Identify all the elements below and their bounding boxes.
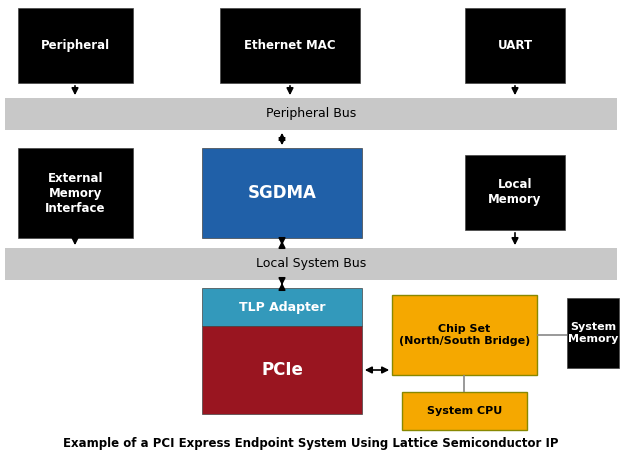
Text: System CPU: System CPU xyxy=(427,406,502,416)
Bar xyxy=(202,326,362,414)
Bar xyxy=(465,155,565,230)
Text: Peripheral: Peripheral xyxy=(41,39,110,52)
Bar xyxy=(465,8,565,83)
Text: UART: UART xyxy=(497,39,533,52)
Text: TLP Adapter: TLP Adapter xyxy=(239,300,325,313)
Bar xyxy=(567,298,619,368)
Bar xyxy=(402,392,527,430)
Bar xyxy=(202,148,362,238)
Text: Peripheral Bus: Peripheral Bus xyxy=(266,107,356,120)
Text: SGDMA: SGDMA xyxy=(247,184,316,202)
Bar xyxy=(220,8,360,83)
Bar xyxy=(392,295,537,375)
Bar xyxy=(18,148,133,238)
Bar xyxy=(18,8,133,83)
Text: Example of a PCI Express Endpoint System Using Lattice Semiconductor IP: Example of a PCI Express Endpoint System… xyxy=(64,437,559,450)
Text: PCIe: PCIe xyxy=(261,361,303,379)
Bar xyxy=(202,288,362,326)
Bar xyxy=(5,248,617,280)
Text: Local
Memory: Local Memory xyxy=(488,179,541,206)
Text: External
Memory
Interface: External Memory Interface xyxy=(45,171,106,214)
Text: Ethernet MAC: Ethernet MAC xyxy=(244,39,336,52)
Bar xyxy=(5,98,617,130)
Text: Local System Bus: Local System Bus xyxy=(256,257,366,270)
Text: System
Memory: System Memory xyxy=(568,322,618,344)
Text: Chip Set
(North/South Bridge): Chip Set (North/South Bridge) xyxy=(399,324,530,346)
